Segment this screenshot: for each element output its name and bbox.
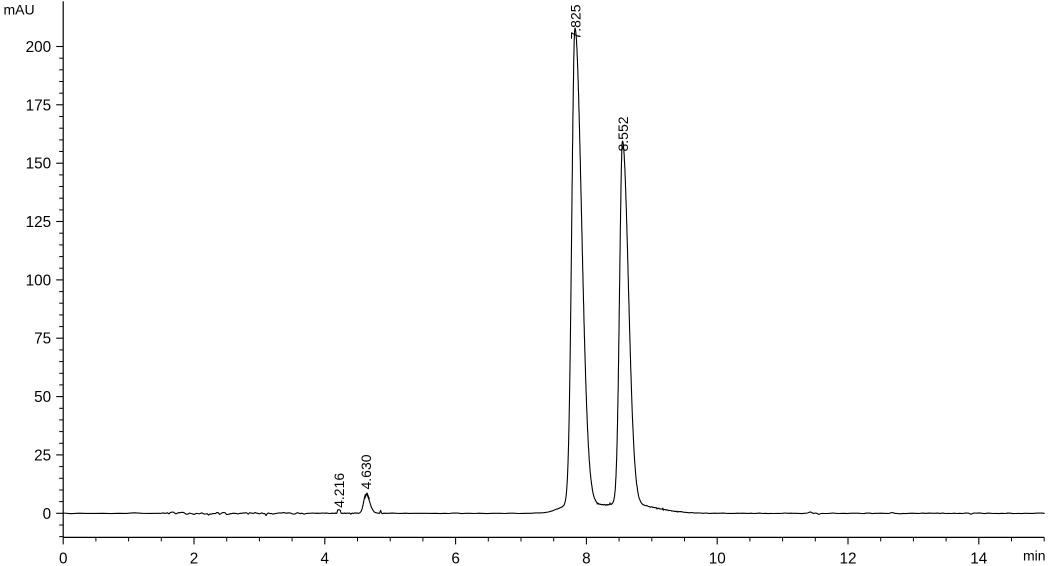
svg-text:125: 125 <box>26 214 52 231</box>
svg-text:12: 12 <box>839 550 856 566</box>
svg-text:75: 75 <box>34 331 51 348</box>
svg-text:2: 2 <box>190 550 199 566</box>
svg-text:mAU: mAU <box>4 2 35 18</box>
svg-text:175: 175 <box>26 97 52 114</box>
svg-text:min: min <box>1023 547 1046 563</box>
svg-text:50: 50 <box>34 389 51 406</box>
svg-text:14: 14 <box>970 550 988 566</box>
svg-text:10: 10 <box>709 550 726 566</box>
svg-text:4.216: 4.216 <box>331 473 347 508</box>
svg-text:200: 200 <box>26 39 52 56</box>
svg-text:150: 150 <box>26 156 52 173</box>
svg-text:0: 0 <box>59 550 68 566</box>
svg-text:8: 8 <box>582 550 591 566</box>
svg-text:4: 4 <box>321 550 330 566</box>
svg-text:100: 100 <box>26 272 52 289</box>
svg-text:6: 6 <box>451 550 460 566</box>
svg-text:7.825: 7.825 <box>568 4 584 39</box>
svg-text:25: 25 <box>34 447 51 464</box>
svg-text:4.630: 4.630 <box>358 454 374 489</box>
svg-text:0: 0 <box>43 506 52 523</box>
svg-text:8.552: 8.552 <box>615 116 631 151</box>
